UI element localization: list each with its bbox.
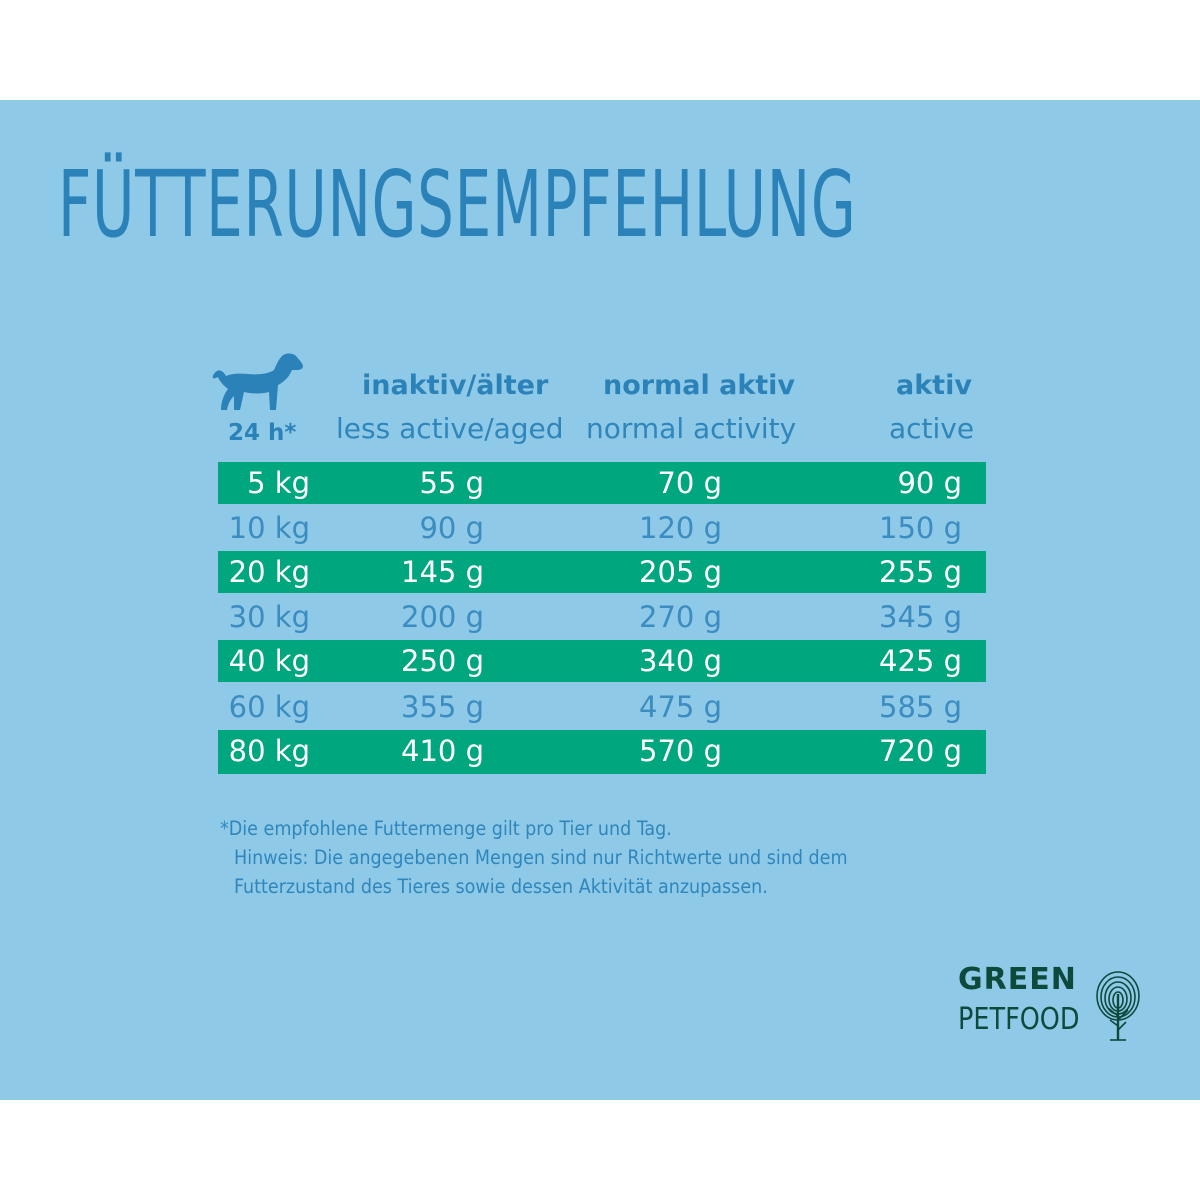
value-cell: 200 g bbox=[401, 600, 484, 634]
value-cell: 55 g bbox=[419, 466, 484, 500]
row-band bbox=[218, 551, 986, 593]
value-cell: 345 g bbox=[879, 600, 962, 634]
weight-cell: 80 kg bbox=[228, 734, 310, 768]
value-cell: 585 g bbox=[879, 690, 962, 724]
row-band bbox=[218, 730, 986, 774]
value-cell: 570 g bbox=[639, 734, 722, 768]
value-cell: 205 g bbox=[639, 555, 722, 589]
fingerprint-tree-icon bbox=[1096, 971, 1140, 1041]
col-header-active: aktiv bbox=[896, 370, 972, 401]
col-subheader-inactive: less active/aged bbox=[336, 412, 564, 445]
weight-cell: 40 kg bbox=[228, 644, 310, 678]
value-cell: 90 g bbox=[897, 466, 962, 500]
footnote-line: *Die empfohlene Futtermenge gilt pro Tie… bbox=[220, 817, 672, 840]
col-header-inactive: inaktiv/älter bbox=[362, 370, 549, 401]
weight-cell: 60 kg bbox=[228, 690, 310, 724]
footnote-line: Futterzustand des Tieres sowie dessen Ak… bbox=[234, 875, 768, 898]
time-label: 24 h* bbox=[228, 420, 297, 446]
col-subheader-active: active bbox=[889, 412, 975, 445]
value-cell: 90 g bbox=[419, 511, 484, 545]
weight-cell: 20 kg bbox=[228, 555, 310, 589]
row-band bbox=[218, 640, 986, 682]
value-cell: 70 g bbox=[657, 466, 722, 500]
value-cell: 150 g bbox=[879, 511, 962, 545]
value-cell: 425 g bbox=[879, 644, 962, 678]
footnote-line: Hinweis: Die angegebenen Mengen sind nur… bbox=[234, 846, 848, 869]
value-cell: 410 g bbox=[401, 734, 484, 768]
value-cell: 355 g bbox=[401, 690, 484, 724]
value-cell: 255 g bbox=[879, 555, 962, 589]
value-cell: 145 g bbox=[401, 555, 484, 589]
col-header-normal: normal aktiv bbox=[603, 370, 796, 401]
weight-cell: 5 kg bbox=[247, 466, 310, 500]
weight-cell: 30 kg bbox=[228, 600, 310, 634]
dog-icon bbox=[212, 353, 303, 410]
col-subheader-normal: normal activity bbox=[586, 412, 797, 445]
value-cell: 475 g bbox=[639, 690, 722, 724]
row-band bbox=[218, 462, 986, 504]
logo-petfood: PETFOOD bbox=[958, 1002, 1080, 1037]
value-cell: 340 g bbox=[639, 644, 722, 678]
feeding-panel bbox=[0, 100, 1200, 1100]
weight-cell: 10 kg bbox=[228, 511, 310, 545]
value-cell: 250 g bbox=[401, 644, 484, 678]
logo-green: GREEN bbox=[958, 962, 1077, 997]
page-title: Fütterungsempfehlung bbox=[58, 151, 857, 258]
footnote: *Die empfohlene Futtermenge gilt pro Tie… bbox=[220, 814, 1000, 901]
value-cell: 120 g bbox=[639, 511, 722, 545]
value-cell: 720 g bbox=[879, 734, 962, 768]
value-cell: 270 g bbox=[639, 600, 722, 634]
